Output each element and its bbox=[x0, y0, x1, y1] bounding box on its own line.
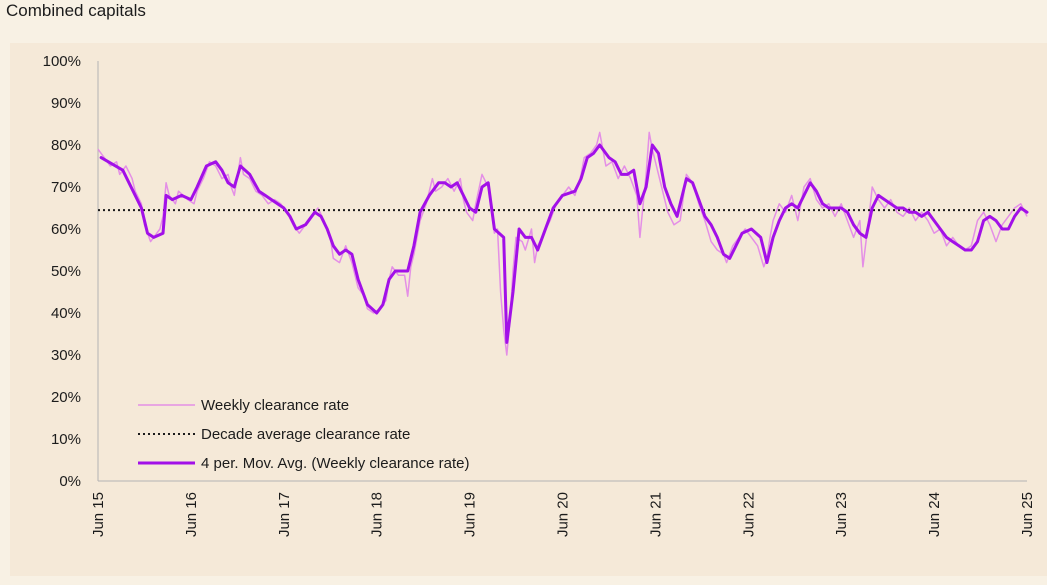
x-tick-label: Jun 15 bbox=[90, 492, 107, 537]
y-tick-label: 100% bbox=[43, 53, 81, 70]
x-tick-label: Jun 18 bbox=[369, 492, 386, 537]
x-tick-label: Jun 25 bbox=[1019, 492, 1036, 537]
y-tick-label: 90% bbox=[51, 95, 81, 112]
y-tick-label: 80% bbox=[51, 137, 81, 154]
chart-panel bbox=[10, 43, 1047, 576]
y-tick-label: 50% bbox=[51, 263, 81, 280]
x-tick-label: Jun 21 bbox=[647, 492, 664, 537]
y-tick-label: 10% bbox=[51, 431, 81, 448]
chart-heading: Combined capitals bbox=[6, 1, 146, 20]
x-tick-label: Jun 16 bbox=[183, 492, 200, 537]
y-axis-ticks: 0% 10% 20% 30% 40% 50% 60% 70% 80% 90% 100% bbox=[43, 53, 81, 490]
legend-label-weekly: Weekly clearance rate bbox=[201, 397, 349, 414]
legend: Weekly clearance rate Decade average cle… bbox=[138, 397, 469, 472]
y-tick-label: 40% bbox=[51, 305, 81, 322]
moving-average-line bbox=[99, 143, 1029, 344]
x-tick-label: Jun 19 bbox=[462, 492, 479, 537]
x-tick-label: Jun 17 bbox=[276, 492, 293, 537]
x-tick-label: Jun 22 bbox=[740, 492, 757, 537]
x-axis-ticks: Jun 15 Jun 16 Jun 17 Jun 18 Jun 19 Jun 20 Jun … bbox=[90, 492, 1036, 537]
x-tick-label: Jun 24 bbox=[926, 492, 943, 537]
x-tick-label: Jun 20 bbox=[555, 492, 572, 537]
y-tick-label: 0% bbox=[59, 473, 81, 490]
y-tick-label: 70% bbox=[51, 179, 81, 196]
weekly-clearance-rate-line bbox=[97, 131, 1028, 356]
y-tick-label: 60% bbox=[51, 221, 81, 238]
y-tick-label: 30% bbox=[51, 347, 81, 364]
legend-label-moving-average: 4 per. Mov. Avg. (Weekly clearance rate) bbox=[201, 455, 469, 472]
legend-label-average: Decade average clearance rate bbox=[201, 426, 410, 443]
x-tick-label: Jun 23 bbox=[833, 492, 850, 537]
y-tick-label: 20% bbox=[51, 389, 81, 406]
